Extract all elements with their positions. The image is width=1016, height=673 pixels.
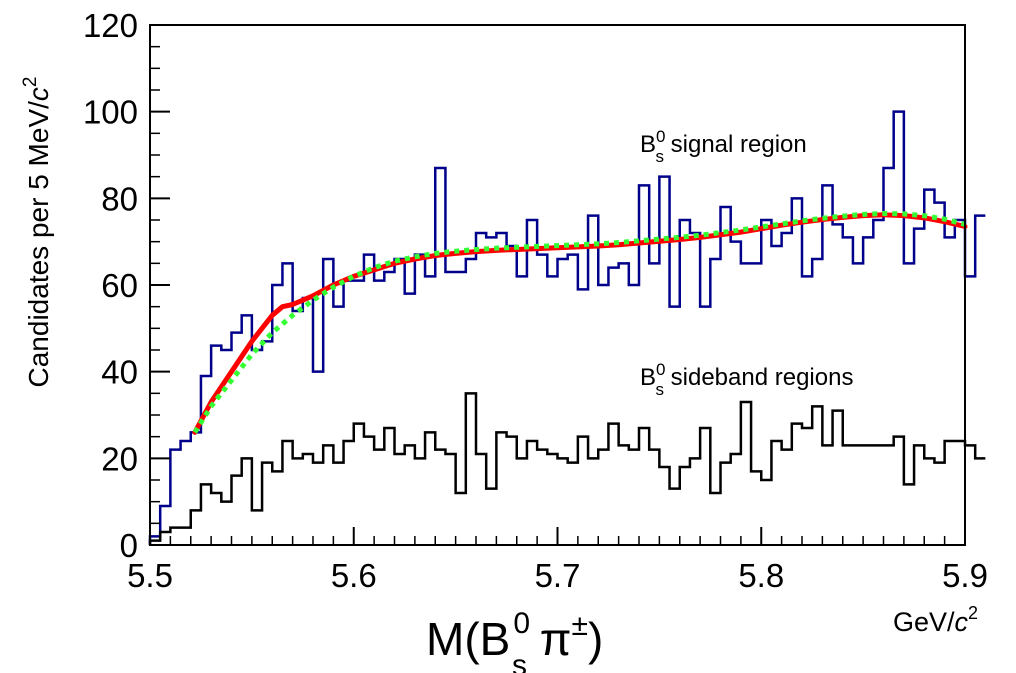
x-axis-label-rest-sup: ±	[572, 609, 588, 642]
y-axis-label-prefix: Candidates per 5 MeV/	[23, 101, 54, 388]
y-axis-label-sup: 2	[20, 77, 41, 88]
x-axis-unit-italic: c	[955, 607, 969, 637]
x-axis-unit: GeV/c2	[893, 603, 978, 637]
y-tick-label: 40	[101, 354, 138, 391]
annotation-signal-sub: s	[655, 147, 664, 166]
y-tick-label: 80	[101, 180, 138, 217]
background-curve	[192, 210, 966, 434]
y-tick-label: 60	[101, 267, 138, 304]
annotation-signal-sup: 0	[656, 127, 665, 146]
annotation-signal-region: B0 s signal region	[640, 127, 807, 166]
axes-layer: 0 20 40 60 80 100 120 5.5 5.6 5.7 5.8 5.9	[83, 7, 988, 594]
histogram-series-1	[148, 392, 986, 545]
x-axis-label-close: )	[588, 613, 603, 665]
x-axis-unit-sup: 2	[968, 603, 978, 623]
y-tick-label: 20	[101, 440, 138, 477]
x-axis-label-sub: s	[512, 649, 527, 673]
x-tick-label: 5.8	[738, 557, 784, 594]
fit-curve	[192, 212, 968, 435]
y-axis-label: Candidates per 5 MeV/c2	[20, 77, 54, 388]
series-layer	[148, 110, 986, 545]
histogram-series-0	[148, 110, 986, 545]
x-axis-label-main: M(B	[426, 613, 510, 665]
x-axis-unit-text: GeV/	[893, 607, 955, 637]
annotation-sideband-main: B	[640, 364, 656, 391]
x-tick-label: 5.7	[535, 557, 581, 594]
x-tick-label: 5.5	[127, 557, 173, 594]
x-axis-label: M(B 0 s π±)	[426, 607, 603, 673]
y-tick-label: 100	[83, 94, 138, 131]
y-tick-label: 120	[83, 7, 138, 44]
annotation-sideband-sup: 0	[656, 360, 665, 379]
annotation-sideband-text: sideband regions	[664, 364, 853, 391]
x-tick-label: 5.6	[331, 557, 377, 594]
annotation-signal-main: B	[640, 131, 656, 158]
y-axis-label-italic: c	[23, 87, 54, 101]
annotation-sideband-regions: B0 s sideband regions	[640, 360, 853, 399]
annotation-sideband-sub: s	[655, 380, 664, 399]
y-tick-label: 0	[120, 527, 138, 564]
x-axis-label-sup: 0	[513, 607, 530, 640]
annotation-signal-text: signal region	[664, 131, 807, 158]
x-axis-label-rest: π	[527, 613, 572, 665]
x-tick-label: 5.9	[942, 557, 988, 594]
